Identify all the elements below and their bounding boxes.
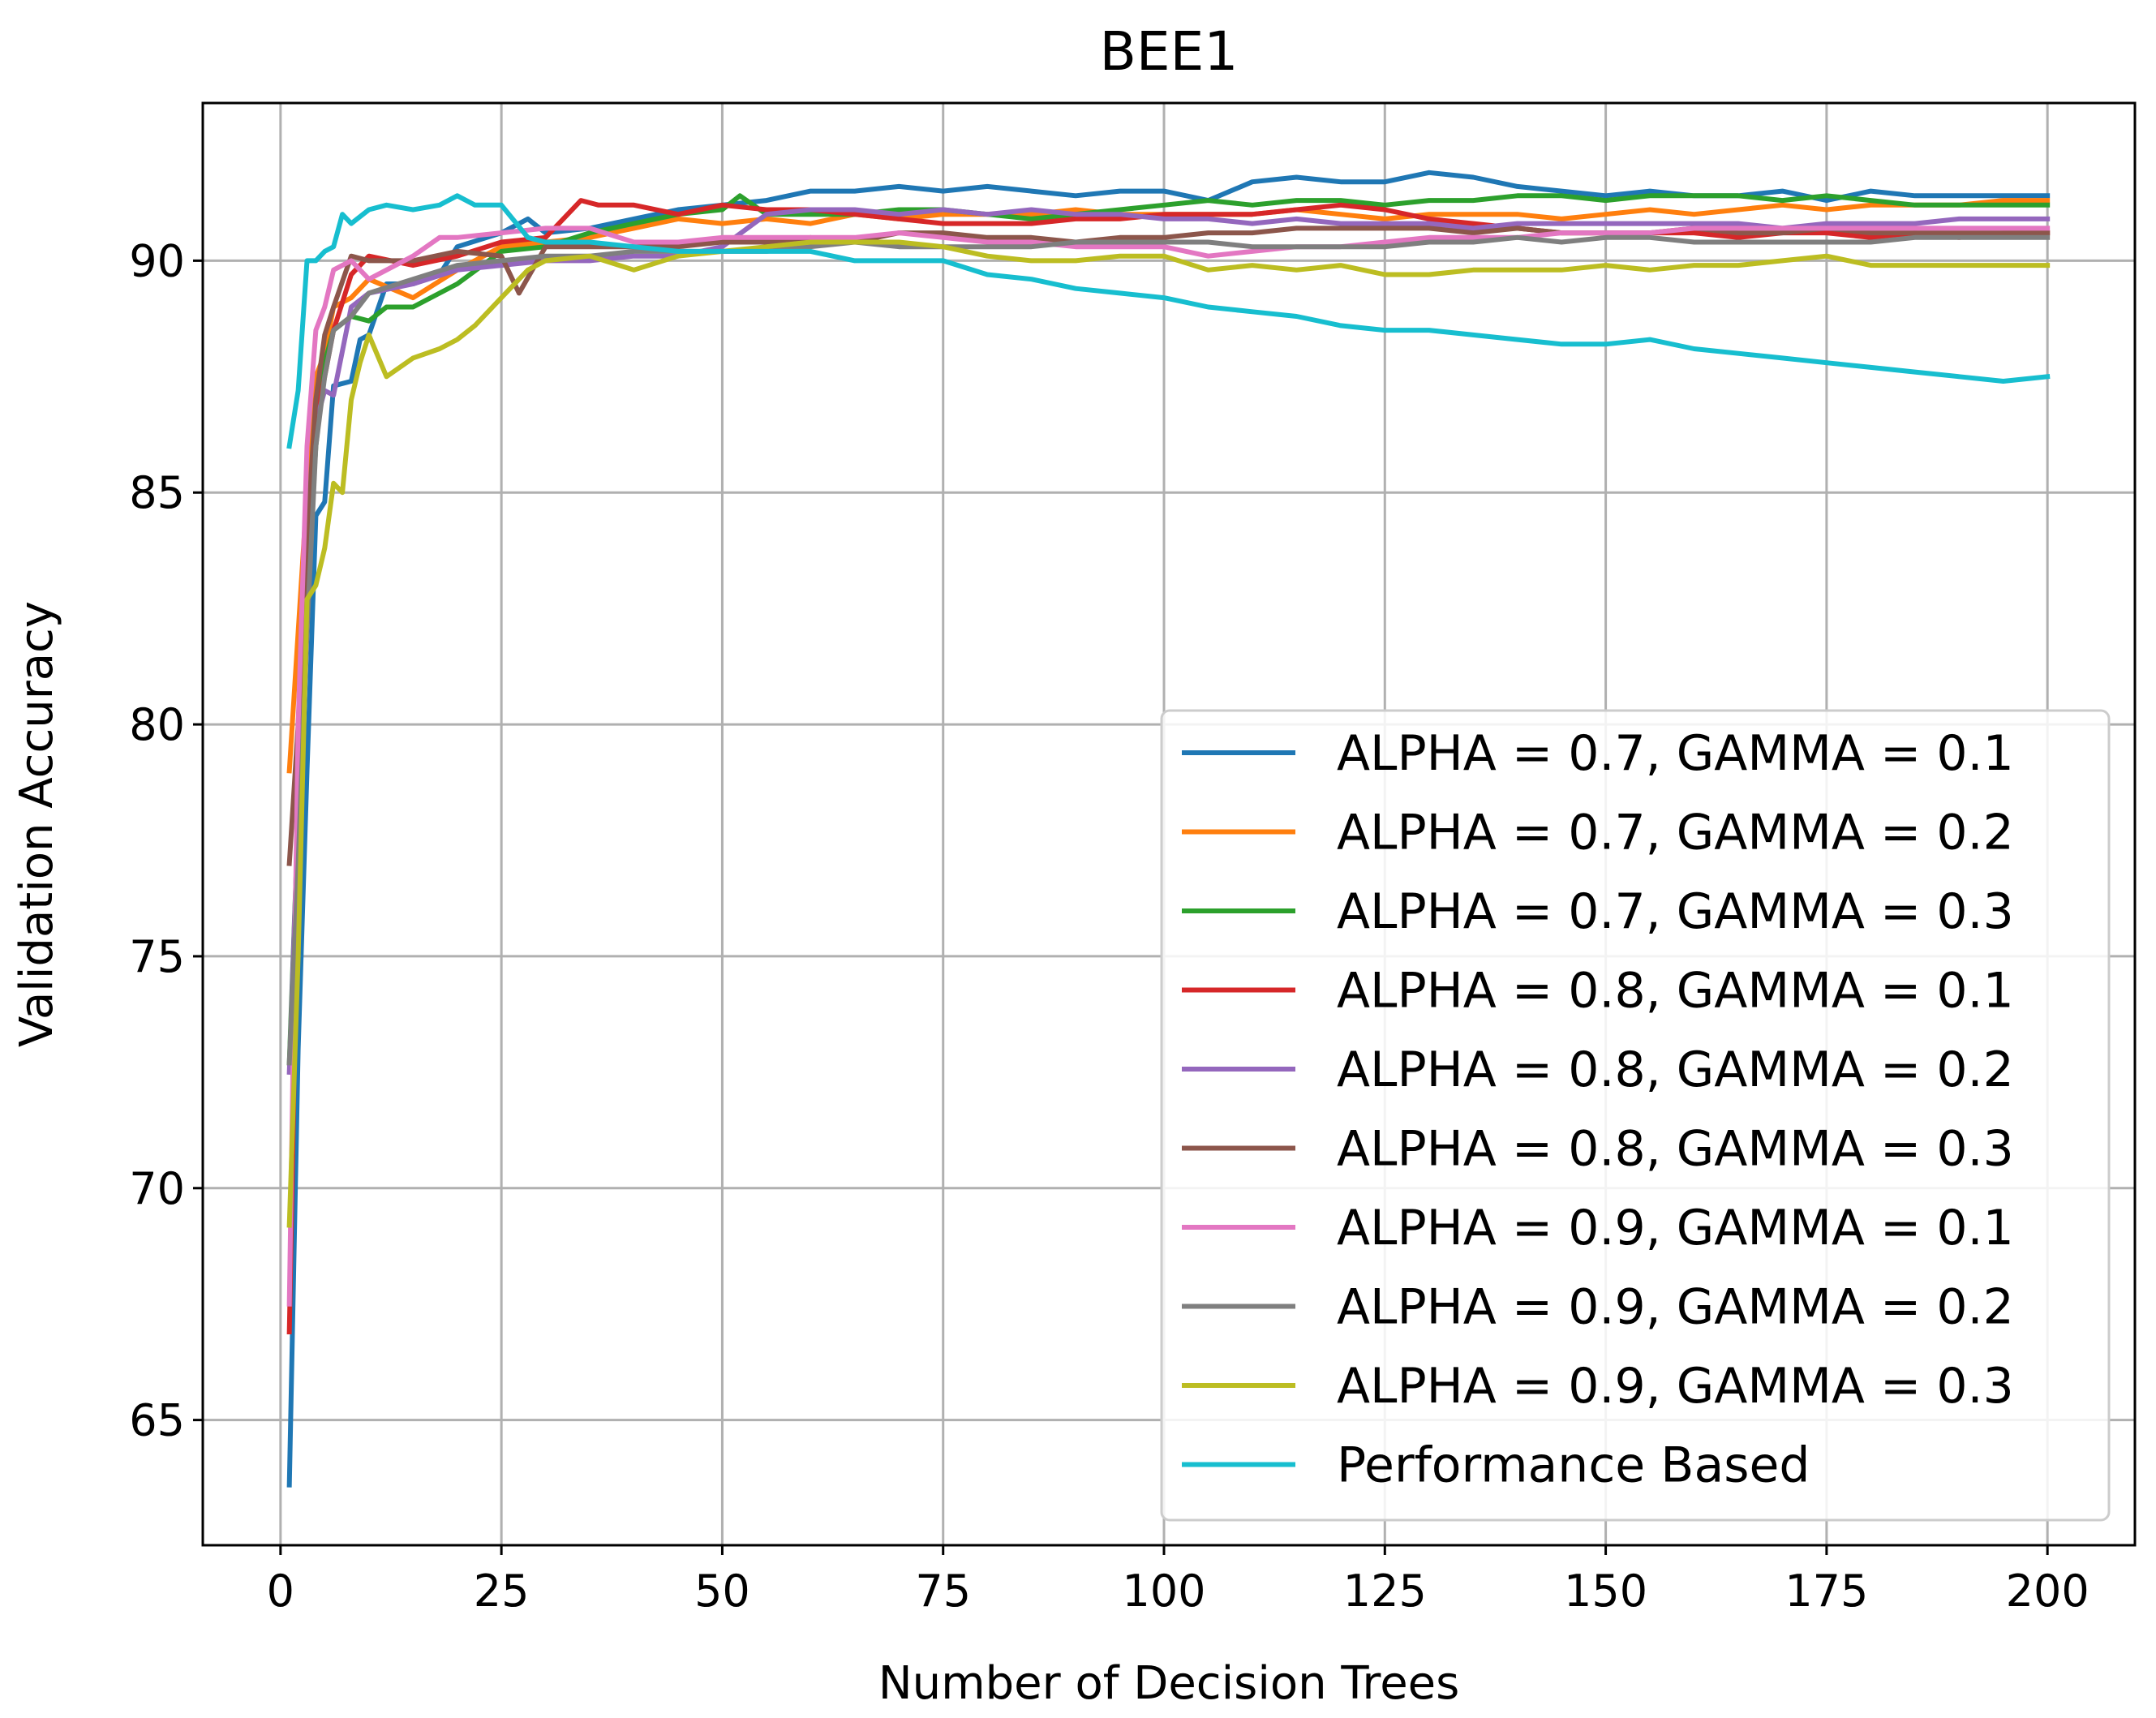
series-line-7 — [286, 225, 2051, 1307]
legend-label-2: ALPHA = 0.7, GAMMA = 0.2 — [1337, 805, 2014, 861]
x-tick-label: 175 — [1784, 1566, 1868, 1617]
x-tick-label: 75 — [915, 1566, 971, 1617]
legend-label-3: ALPHA = 0.7, GAMMA = 0.3 — [1337, 883, 2014, 940]
x-tick-label: 150 — [1564, 1566, 1647, 1617]
x-tick-label: 200 — [2006, 1566, 2089, 1617]
y-tick-label: 70 — [129, 1163, 185, 1214]
axes-frame — [201, 101, 2137, 1547]
legend-label-1: ALPHA = 0.7, GAMMA = 0.1 — [1337, 725, 2014, 782]
x-tick-label: 125 — [1343, 1566, 1427, 1617]
chart-title: BEE1 — [1100, 20, 1239, 83]
series-line-9 — [286, 239, 2051, 1228]
y-tick-label: 80 — [129, 699, 185, 750]
y-tick-label: 75 — [129, 931, 185, 982]
legend-label-7: ALPHA = 0.9, GAMMA = 0.1 — [1337, 1200, 2014, 1256]
series-line-3 — [286, 193, 2051, 1066]
legend-label-10: Performance Based — [1337, 1437, 1810, 1494]
series-line-10 — [286, 193, 2051, 449]
legend-label-5: ALPHA = 0.8, GAMMA = 0.2 — [1337, 1042, 2014, 1098]
legend-label-6: ALPHA = 0.8, GAMMA = 0.3 — [1337, 1121, 2014, 1178]
y-axis-label: Validation Accuracy — [11, 601, 63, 1047]
legend-label-9: ALPHA = 0.9, GAMMA = 0.3 — [1337, 1358, 2014, 1415]
x-tick-label: 100 — [1122, 1566, 1205, 1617]
y-tick-label: 85 — [129, 467, 185, 518]
legend-label-8: ALPHA = 0.9, GAMMA = 0.2 — [1337, 1279, 2014, 1336]
y-tick-label: 65 — [129, 1395, 185, 1446]
x-tick-label: 0 — [267, 1566, 294, 1617]
legend-box — [1160, 709, 2111, 1522]
x-tick-label: 50 — [694, 1566, 750, 1617]
y-tick-label: 90 — [129, 235, 185, 286]
x-axis-label: Number of Decision Trees — [878, 1657, 1460, 1710]
axis-ticks: 0 25 50 75 100 125 150 175 200 65 70 75 80 85 90 — [129, 235, 2089, 1617]
series-line-8 — [286, 234, 2051, 1066]
series-line-4 — [286, 198, 2051, 1335]
legend-label-4: ALPHA = 0.8, GAMMA = 0.1 — [1337, 963, 2014, 1020]
legend: ALPHA = 0.7, GAMMA = 0.1 ALPHA = 0.7, GAM… — [1160, 709, 2111, 1522]
x-tick-label: 25 — [474, 1566, 530, 1617]
series-lines — [286, 170, 2051, 1488]
